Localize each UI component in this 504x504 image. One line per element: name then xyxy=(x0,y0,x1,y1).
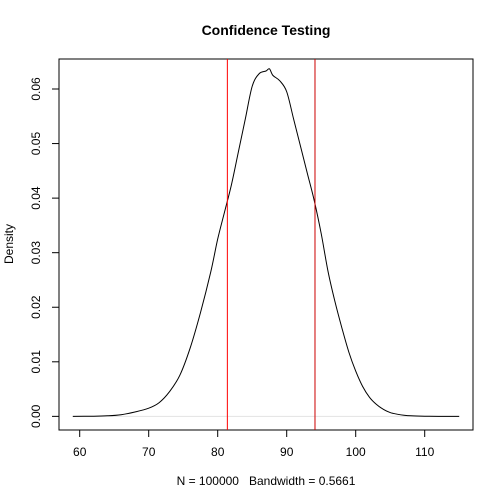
x-axis-label: N = 100000 Bandwidth = 0.5661 xyxy=(177,474,356,488)
y-tick-label: 0.05 xyxy=(29,132,43,156)
series-layer xyxy=(72,68,460,417)
y-tick-label: 0.00 xyxy=(29,404,43,428)
plot-frame xyxy=(58,58,474,431)
y-tick-label: 0.03 xyxy=(29,241,43,265)
y-tick-label: 0.01 xyxy=(29,350,43,374)
chart-title: Confidence Testing xyxy=(202,22,331,38)
y-axis-label: Density xyxy=(2,224,16,264)
y-tick-label: 0.04 xyxy=(29,186,43,210)
y-axis: 0.00 0.01 0.02 0.03 0.04 0.05 0.06 xyxy=(29,77,60,428)
x-tick-label: 100 xyxy=(346,445,366,459)
y-tick-label: 0.02 xyxy=(29,295,43,319)
density-curve-0 xyxy=(72,68,460,417)
x-tick-label: 80 xyxy=(211,445,225,459)
confidence-lines xyxy=(226,59,316,430)
x-tick-label: 60 xyxy=(73,445,87,459)
x-tick-label: 70 xyxy=(142,445,156,459)
y-tick-label: 0.06 xyxy=(29,77,43,101)
x-axis: 60 70 80 90 100 110 xyxy=(73,429,435,459)
x-tick-label: 90 xyxy=(280,445,294,459)
x-tick-label: 110 xyxy=(415,445,434,459)
